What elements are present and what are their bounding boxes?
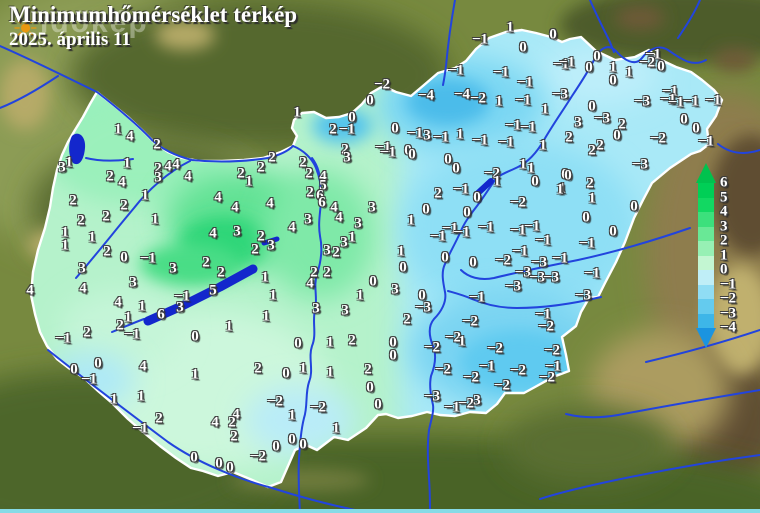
legend-value: 5 (720, 189, 728, 205)
legend-value: 4 (720, 203, 728, 220)
legend-segment (698, 313, 714, 328)
lake-velence (261, 236, 280, 246)
legend-segment (698, 197, 714, 212)
legend-arrow-down (696, 328, 716, 348)
legend-segment (698, 270, 714, 285)
legend-segment (698, 241, 714, 256)
lake-tisza (475, 178, 494, 196)
legend-value: 3 (720, 218, 728, 234)
page-title: Minimumhőmérséklet térkép (9, 2, 298, 27)
lake-ferto (69, 133, 86, 165)
legend-value: 6 (720, 174, 728, 191)
lake-balaton (143, 264, 258, 326)
sun-icon: ☀ (12, 12, 39, 47)
bottom-edge-strip (0, 509, 760, 513)
lakes (69, 133, 494, 326)
legend-segment (698, 226, 714, 241)
legend-segment (698, 299, 714, 314)
legend-value: −4 (720, 319, 737, 336)
legend-segment (698, 284, 714, 299)
legend-segment (698, 183, 714, 198)
map-date: 2025. április 11 (9, 29, 131, 50)
hungary-border (29, 28, 724, 489)
legend-segment (698, 255, 714, 270)
legend-value: −3 (720, 305, 737, 321)
legend-value: 1 (720, 247, 728, 263)
temperature-legend: 6 5 4 3 2 1 0 −1 −2 −3 −4 (696, 163, 740, 349)
legend-value: 0 (720, 261, 728, 278)
title-block: ☀ időkép Minimumhőmérséklet térkép 2025.… (0, 0, 420, 70)
watermark-text: időkép (40, 6, 149, 39)
legend-value: −2 (720, 290, 737, 307)
legend-segment (698, 212, 714, 227)
legend-value: 2 (720, 232, 728, 249)
legend-arrow-up (696, 163, 716, 183)
legend-value: −1 (720, 276, 737, 292)
